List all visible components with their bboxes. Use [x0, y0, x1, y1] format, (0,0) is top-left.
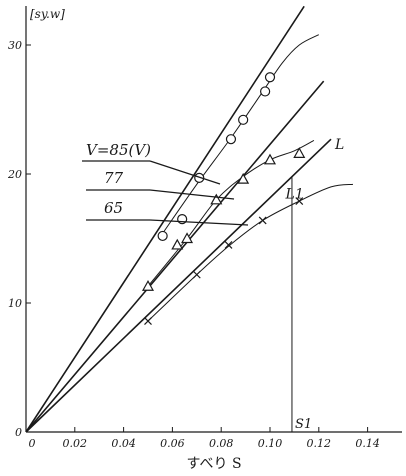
x-axis-label: すべり S [186, 456, 241, 472]
x-tick-label: 0.10 [258, 437, 283, 450]
point-triangle [263, 153, 277, 165]
point-cross [295, 197, 304, 206]
x-tick-label: 0.02 [63, 437, 88, 450]
y-tick-label: 10 [8, 297, 22, 310]
label-L1: L1 [285, 186, 304, 202]
point-cross [144, 317, 152, 325]
legend-label-85: V=85(V) [86, 141, 151, 159]
leader-77 [149, 189, 235, 200]
y-axis-label: [sy.w] [30, 7, 65, 21]
y-tick-label: 0 [15, 426, 22, 439]
x-tick-label: 0.08 [209, 437, 234, 450]
curve-85 [162, 34, 320, 234]
point-triangle [181, 232, 194, 244]
legend-label-65: 65 [104, 199, 123, 217]
tick-marks [25, 44, 369, 433]
label-L: L [334, 137, 344, 153]
leader-85 [149, 160, 221, 185]
point-cross [258, 216, 267, 225]
x-tick-label: 0 [29, 437, 36, 450]
fit-line-77 [25, 80, 325, 433]
axes [25, 6, 402, 433]
annotations: L L1 S1 [285, 137, 344, 432]
point-circle [264, 72, 276, 83]
point-circle [238, 114, 249, 125]
measured-curves [147, 34, 354, 322]
legend: V=85(V) 77 65 [82, 141, 249, 226]
point-triangle [171, 238, 184, 250]
fit-line-85 [25, 5, 305, 433]
curve-77 [147, 140, 315, 287]
x-tick-label: 0.04 [111, 437, 136, 450]
point-triangle [237, 172, 250, 184]
y-tick-label: 30 [8, 39, 22, 52]
leader-65 [149, 219, 249, 226]
point-triangle [293, 147, 306, 158]
x-tick-label: 0.12 [307, 437, 332, 450]
point-cross [192, 270, 201, 279]
point-triangle [210, 193, 223, 205]
tick-labels: 0 0.02 0.04 0.06 0.08 0.10 0.12 0.14 0 10 20 30 [7, 39, 380, 450]
y-tick-label: 20 [7, 168, 22, 181]
label-S1: S1 [295, 417, 312, 432]
fit-lines [25, 5, 332, 433]
point-circle [225, 134, 237, 145]
x-tick-label: 0.14 [355, 437, 380, 450]
point-cross [224, 241, 233, 249]
fit-line-65 [25, 138, 332, 433]
legend-label-77: 77 [104, 169, 124, 187]
point-circle [260, 86, 271, 97]
point-circle [157, 230, 168, 242]
x-tick-label: 0.06 [160, 437, 185, 450]
point-circle [194, 172, 205, 183]
point-triangle [141, 279, 155, 291]
